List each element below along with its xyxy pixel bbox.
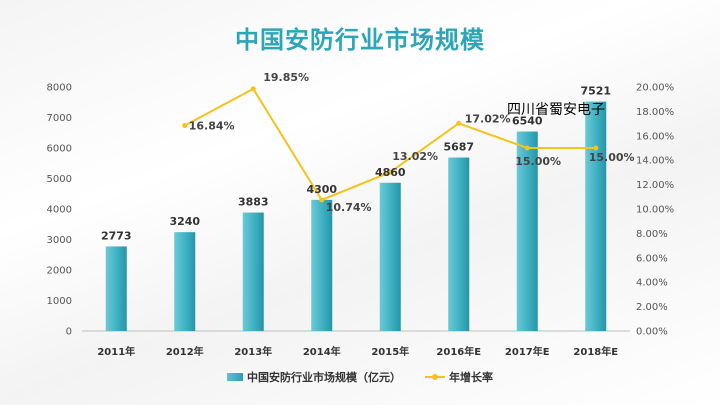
growth-rate-point (456, 120, 462, 126)
y-tick-label-right: 18.00% (636, 107, 674, 118)
x-tick-label: 2012年 (166, 345, 204, 358)
growth-rate-label: 17.02% (465, 112, 511, 125)
x-tick-label: 2016年E (436, 345, 481, 358)
x-tick-label: 2014年 (303, 345, 341, 358)
overlay-text: 四川省蜀安电子 (507, 102, 605, 118)
x-tick-label: 2017年E (505, 345, 550, 358)
growth-rate-label: 13.02% (392, 150, 438, 163)
bar (379, 182, 401, 331)
bar-data-label: 6540 (512, 115, 543, 128)
legend-label-line: 年增长率 (449, 371, 493, 384)
bar-data-label: 3883 (238, 196, 269, 209)
bar (105, 246, 127, 331)
growth-rate-point (524, 145, 530, 151)
bar (585, 101, 607, 331)
bar (174, 232, 196, 331)
bar (448, 157, 470, 331)
bar-data-label: 4300 (306, 183, 337, 196)
y-tick-label-left: 3000 (47, 235, 72, 246)
growth-rate-label: 15.00% (515, 155, 561, 168)
growth-rate-point (387, 169, 393, 175)
y-tick-label-left: 0 (66, 327, 72, 338)
bar-data-label: 7521 (580, 85, 611, 98)
legend-label-bar: 中国安防行业市场规模（亿元） (247, 371, 401, 384)
y-tick-label-right: 12.00% (636, 180, 674, 191)
legend-swatch-line (425, 373, 445, 381)
x-tick-label: 2013年 (234, 345, 272, 358)
growth-rate-label: 19.85% (263, 71, 309, 84)
y-tick-label-right: 14.00% (636, 156, 674, 167)
y-tick-label-left: 6000 (47, 144, 72, 155)
growth-rate-point (319, 197, 325, 203)
y-tick-label-left: 5000 (47, 174, 72, 185)
growth-rate-point (182, 123, 188, 129)
y-tick-label-right: 6.00% (636, 253, 668, 264)
y-tick-label-right: 20.00% (636, 83, 674, 94)
bar-data-label: 2773 (101, 229, 132, 242)
bar-data-label: 3240 (169, 215, 200, 228)
y-tick-label-right: 2.00% (636, 302, 668, 313)
growth-rate-point (593, 145, 599, 151)
bar (242, 212, 264, 331)
y-tick-label-left: 2000 (47, 266, 72, 277)
legend-swatch-bar (227, 373, 243, 381)
x-tick-label: 2011年 (97, 345, 135, 358)
y-tick-label-left: 1000 (47, 296, 72, 307)
y-tick-label-right: 0.00% (636, 327, 668, 338)
y-tick-label-right: 8.00% (636, 229, 668, 240)
legend-item-bar: 中国安防行业市场规模（亿元） (227, 369, 401, 385)
y-tick-label-left: 7000 (47, 113, 72, 124)
growth-rate-label: 15.00% (589, 151, 635, 164)
growth-rate-point (250, 86, 256, 92)
bar-data-label: 4860 (375, 166, 406, 179)
x-tick-label: 2015年 (371, 345, 409, 358)
growth-rate-label: 16.84% (189, 120, 235, 133)
y-tick-label-right: 16.00% (636, 131, 674, 142)
growth-rate-label: 10.74% (326, 201, 372, 214)
y-tick-label-left: 8000 (47, 83, 72, 94)
bar (516, 131, 538, 331)
bar-data-label: 5687 (443, 141, 474, 154)
chart-title: 中国安防行业市场规模 (235, 26, 485, 54)
legend: 中国安防行业市场规模（亿元） 年增长率 (0, 369, 720, 385)
y-tick-label-right: 4.00% (636, 278, 668, 289)
bar (311, 199, 333, 331)
legend-item-line: 年增长率 (425, 369, 493, 385)
y-tick-label-right: 10.00% (636, 205, 674, 216)
x-tick-label: 2018年E (573, 345, 618, 358)
y-tick-label-left: 4000 (47, 205, 72, 216)
